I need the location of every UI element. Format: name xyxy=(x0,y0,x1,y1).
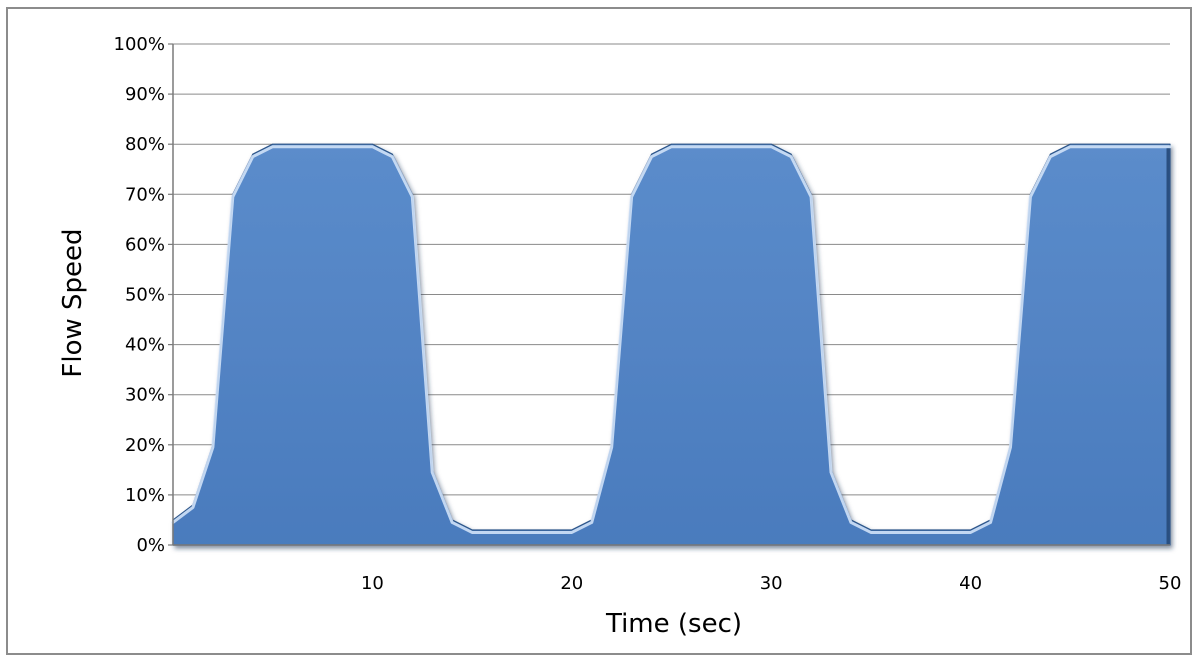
series-area xyxy=(172,143,1171,546)
y-tick-label: 10% xyxy=(125,485,165,506)
x-tick-label: 30 xyxy=(760,573,783,594)
y-tick-label: 40% xyxy=(125,335,165,356)
y-tick-label: 90% xyxy=(125,84,165,105)
axes xyxy=(168,43,1170,546)
x-tick-label: 50 xyxy=(1159,573,1182,594)
x-tick-label: 20 xyxy=(560,573,583,594)
x-axis-title: Time (sec) xyxy=(605,609,742,639)
y-tick-label: 30% xyxy=(125,385,165,406)
y-tick-label: 80% xyxy=(125,134,165,155)
y-tick-labels: 0% 10% 20% 30% 40% 50% 60% 70% 80% 90% 100% xyxy=(114,34,165,556)
series-area-group xyxy=(171,143,1172,546)
series-highlight xyxy=(171,145,1172,534)
y-axis-title: Flow Speed xyxy=(58,228,88,377)
x-tick-labels: 10 20 30 40 50 xyxy=(361,573,1182,594)
y-tick-label: 60% xyxy=(125,234,165,255)
y-tick-label: 50% xyxy=(125,285,165,306)
x-tick-label: 10 xyxy=(361,573,384,594)
y-tick-label: 100% xyxy=(114,34,165,55)
y-tick-label: 0% xyxy=(136,535,165,556)
chart-area: 0% 10% 20% 30% 40% 50% 60% 70% 80% 90% 100% 10 20 30… xyxy=(6,7,1192,655)
y-tick-label: 20% xyxy=(125,435,165,456)
x-tick-label: 40 xyxy=(959,573,982,594)
flow-speed-chart: 0% 10% 20% 30% 40% 50% 60% 70% 80% 90% 100% 10 20 30… xyxy=(58,34,1182,639)
y-tick-label: 70% xyxy=(125,184,165,205)
